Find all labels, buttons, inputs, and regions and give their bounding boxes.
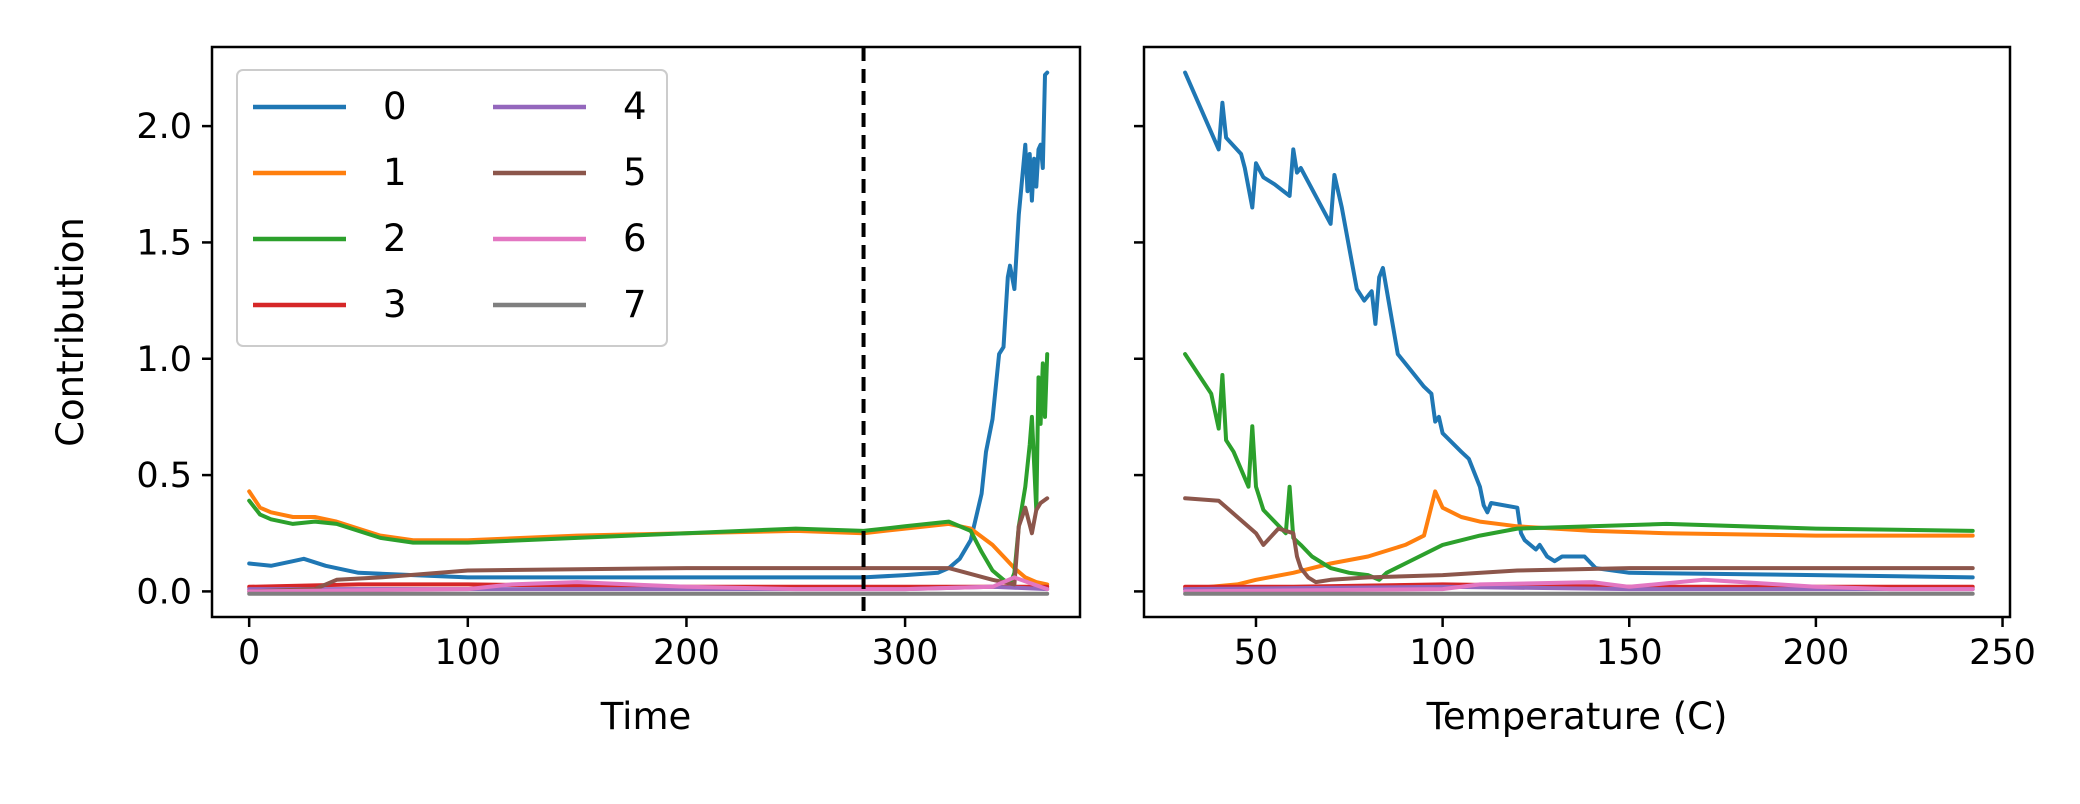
legend-item-4: 4 xyxy=(493,85,647,128)
legend-label: 2 xyxy=(383,217,407,260)
y-tick-label: 2.0 xyxy=(136,107,192,147)
series-line-6 xyxy=(1183,577,1975,594)
series-line-5 xyxy=(1183,496,1975,585)
series-lines xyxy=(247,70,1050,596)
y-tick-label: 0.0 xyxy=(136,572,192,612)
y-axis-label: Contribution xyxy=(49,217,92,447)
x-tick-label: 200 xyxy=(1782,633,1849,673)
series-lines xyxy=(1183,70,1975,596)
legend: 0 1 2 3 4 5 6 7 xyxy=(236,69,668,347)
y-tick-label: 1.0 xyxy=(136,340,192,380)
temperature-panel: 50 100 150 200 250 Temperature (C) xyxy=(1134,45,2036,738)
x-axis-label: Temperature (C) xyxy=(1426,695,1728,738)
legend-item-6: 6 xyxy=(493,217,647,260)
series-line-2 xyxy=(247,352,1050,587)
legend-label: 3 xyxy=(383,283,407,326)
y-tick-label: 0.5 xyxy=(136,456,192,496)
series-line-0 xyxy=(1183,70,1975,580)
legend-item-5: 5 xyxy=(493,151,647,194)
legend-item-7: 7 xyxy=(493,283,647,326)
x-tick-label: 100 xyxy=(1409,633,1476,673)
legend-box xyxy=(236,69,668,347)
x-tick-label: 100 xyxy=(434,633,501,673)
legend-item-3: 3 xyxy=(253,283,407,326)
axes-frame xyxy=(1142,45,2012,619)
legend-item-1: 1 xyxy=(253,151,407,194)
x-tick-label: 200 xyxy=(653,633,720,673)
y-tick-label: 1.5 xyxy=(136,223,192,263)
legend-item-2: 2 xyxy=(253,217,407,260)
series-line-6 xyxy=(247,575,1050,594)
legend-label: 7 xyxy=(623,283,647,326)
x-tick-label: 50 xyxy=(1234,633,1279,673)
series-line-2 xyxy=(1183,352,1975,582)
legend-label: 6 xyxy=(623,217,647,260)
series-line-1 xyxy=(1183,489,1975,592)
legend-item-0: 0 xyxy=(253,85,407,128)
series-line-5 xyxy=(247,496,1050,594)
legend-label: 0 xyxy=(383,85,407,128)
x-tick-label: 250 xyxy=(1969,633,2036,673)
legend-label: 4 xyxy=(623,85,647,128)
x-axis-label: Time xyxy=(600,695,692,738)
legend-label: 1 xyxy=(383,151,407,194)
x-tick-label: 150 xyxy=(1596,633,1663,673)
legend-label: 5 xyxy=(623,151,647,194)
axes-frame xyxy=(210,45,1082,619)
time-panel: 0 100 200 300 0.0 0.5 1.0 1.5 2.0 Time Contributio… xyxy=(49,45,1082,738)
x-tick-label: 0 xyxy=(238,633,260,673)
x-tick-label: 300 xyxy=(872,633,939,673)
